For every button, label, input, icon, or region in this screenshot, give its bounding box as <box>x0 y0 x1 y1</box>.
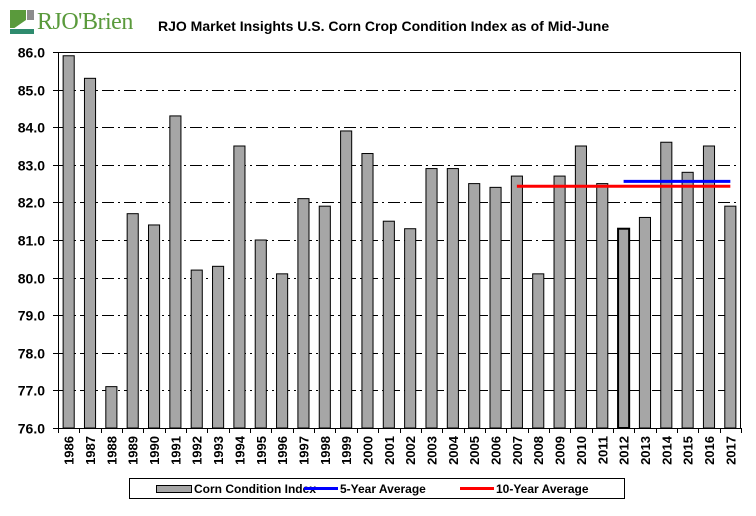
bar-1995 <box>254 239 267 429</box>
x-tick-label: 2007 <box>510 436 525 465</box>
x-tick-label: 2013 <box>638 436 653 465</box>
y-tick-label: 85.0 <box>18 83 45 99</box>
x-tick-label: 2000 <box>360 436 375 465</box>
bar-1994 <box>233 145 246 429</box>
x-tick-label: 2001 <box>382 436 397 465</box>
bar-1999 <box>340 130 353 429</box>
y-tick-label: 78.0 <box>18 346 45 362</box>
x-tick-label: 1987 <box>83 436 98 465</box>
bar-1988 <box>105 386 118 429</box>
y-tick-label: 82.0 <box>18 195 45 211</box>
bar-2017 <box>724 205 737 429</box>
legend-item-corn-condition-index: Corn Condition Index <box>156 479 316 498</box>
bar-2010 <box>574 145 587 429</box>
legend-label: 10-Year Average <box>496 481 589 496</box>
axes <box>58 52 741 429</box>
bar-2001 <box>382 220 395 429</box>
logo-mark-icon <box>10 10 34 34</box>
legend-label: Corn Condition Index <box>194 481 316 496</box>
bar-2000 <box>361 153 374 429</box>
x-tick-label: 1989 <box>126 436 141 465</box>
bar-1989 <box>126 213 139 429</box>
x-tick-label: 1986 <box>62 436 77 465</box>
x-tick-label: 1996 <box>275 436 290 465</box>
x-tick-label: 2011 <box>595 436 610 464</box>
plot-area-border <box>58 52 741 429</box>
x-tick-label: 2014 <box>659 435 674 465</box>
bar-2003 <box>425 168 438 429</box>
legend-item-10-year-average: 10-Year Average <box>460 479 589 498</box>
legend-label: 5-Year Average <box>340 481 426 496</box>
bar-2002 <box>404 228 417 429</box>
x-tick-label: 1994 <box>232 435 247 465</box>
x-axis-ticks: 1986 1987 1988 1989 1990 1991 1992 1993 1994 1995… <box>58 428 742 465</box>
bar-1986 <box>62 55 75 429</box>
bar-2007 <box>510 175 523 429</box>
x-tick-label: 1993 <box>211 436 226 465</box>
y-tick-label: 79.0 <box>18 308 45 324</box>
bar-1993 <box>212 265 225 429</box>
y-tick-label: 76.0 <box>18 421 45 437</box>
y-axis-ticks: 76.0 77.0 78.0 79.0 80.0 81.0 82.0 83.0 84.0 85.0… <box>18 45 58 437</box>
y-tick-label: 84.0 <box>18 120 45 136</box>
y-tick-label: 77.0 <box>18 383 45 399</box>
x-tick-label: 1999 <box>339 436 354 465</box>
bar-2005 <box>468 183 481 429</box>
bar-1991 <box>169 115 182 429</box>
x-tick-label: 1991 <box>168 436 183 465</box>
bar-2009 <box>553 175 566 429</box>
bar-2016 <box>702 145 716 429</box>
rjobrien-logo: RJO'Brien <box>10 9 133 35</box>
x-tick-label: 2004 <box>446 435 461 465</box>
bar-2015 <box>681 171 694 429</box>
x-tick-label: 2016 <box>702 436 717 465</box>
legend-swatch-red-line <box>460 487 494 490</box>
bar-1987 <box>83 77 97 429</box>
x-tick-label: 1995 <box>254 436 269 465</box>
legend-item-5-year-average: 5-Year Average <box>304 479 426 498</box>
x-tick-label: 1998 <box>318 436 333 465</box>
bar-1992 <box>190 269 203 429</box>
x-tick-label: 2006 <box>489 436 504 465</box>
y-tick-label: 83.0 <box>18 158 45 174</box>
x-tick-label: 1997 <box>296 436 311 465</box>
bars <box>62 55 737 429</box>
y-tick-label: 80.0 <box>18 271 45 287</box>
x-tick-label: 2017 <box>723 436 738 465</box>
x-tick-label: 1992 <box>190 436 205 465</box>
logo-text: RJO'Brien <box>37 8 133 35</box>
gridlines <box>58 90 741 391</box>
y-tick-label: 81.0 <box>18 233 45 249</box>
x-tick-label: 2010 <box>574 436 589 465</box>
bar-2008 <box>532 273 545 429</box>
legend-swatch-bar <box>156 484 192 493</box>
bar-2011 <box>596 183 609 429</box>
legend: Corn Condition Index 5-Year Average 10-Y… <box>129 478 625 499</box>
x-tick-label: 2009 <box>553 436 568 465</box>
bar-2013 <box>638 216 652 429</box>
bar-2012 <box>617 227 631 429</box>
x-tick-label: 2012 <box>617 436 632 465</box>
x-tick-label: 2015 <box>681 436 696 465</box>
x-tick-label: 1990 <box>147 436 162 465</box>
bar-1997 <box>297 198 310 429</box>
x-tick-label: 2003 <box>425 436 440 465</box>
bar-1998 <box>318 205 331 429</box>
bar-2004 <box>446 168 459 429</box>
bar-1996 <box>276 273 289 429</box>
bar-2006 <box>489 186 502 429</box>
x-tick-label: 1988 <box>104 436 119 465</box>
average-lines <box>516 179 731 188</box>
chart-title: RJO Market Insights U.S. Corn Crop Condi… <box>158 18 610 34</box>
x-tick-label: 2002 <box>403 436 418 465</box>
x-tick-label: 2008 <box>531 436 546 465</box>
y-tick-label: 86.0 <box>18 45 45 61</box>
x-tick-label: 2005 <box>467 436 482 465</box>
legend-swatch-blue-line <box>304 487 338 490</box>
bar-1990 <box>147 224 161 429</box>
